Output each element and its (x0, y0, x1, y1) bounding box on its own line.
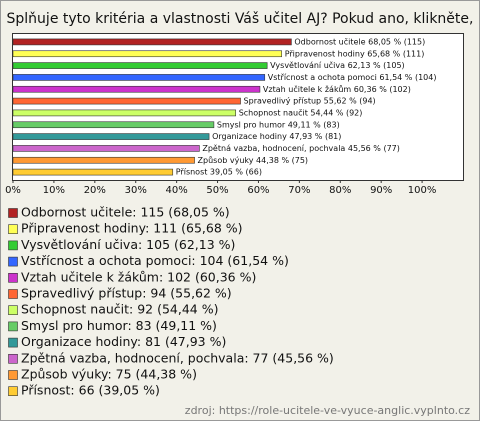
plot-area (12, 33, 464, 181)
bar-label: Zpětná vazba, hodnocení, pochvala 45,56 … (202, 144, 400, 153)
bar (12, 74, 266, 81)
x-tick-label: 80% (329, 185, 351, 196)
legend-label: Vstřícnost a ochota pomoci: 104 (61,54 %… (21, 253, 289, 268)
bar (12, 156, 195, 164)
legend-label: Organizace hodiny: 81 (47,93 %) (21, 334, 226, 349)
legend-label: Schopnost naučit: 92 (54,44 %) (21, 302, 218, 317)
x-tick-label: 100% (408, 185, 437, 196)
bar-label: Schopnost naučit 54,44 % (92) (239, 107, 363, 117)
x-tick-label: 60% (247, 185, 269, 196)
legend-swatch (8, 272, 18, 283)
legend-swatch (8, 305, 18, 316)
legend-swatch (8, 353, 18, 364)
bar (12, 145, 200, 152)
bar-label: Přísnost 39,05 % (66) (176, 168, 262, 177)
bar (12, 97, 241, 105)
legend-swatch (8, 256, 18, 267)
bar-label: Připravenost hodiny 65,68 % (111) (285, 49, 425, 58)
legend-swatch (8, 321, 18, 332)
chart-title: Splňuje tyto kritéria a vlastnosti Váš u… (7, 11, 474, 27)
bar (12, 133, 210, 140)
legend-label: Zpětná vazba, hodnocení, pochvala: 77 (4… (21, 350, 334, 365)
bar-label: Vysvětlování učiva 62,13 % (105) (270, 60, 405, 70)
legend-label: Připravenost hodiny: 111 (65,68 %) (21, 221, 243, 236)
bar (12, 85, 261, 93)
legend-swatch (8, 370, 18, 380)
x-tick-label: 90% (370, 185, 392, 196)
legend-label: Přísnost: 66 (39,05 %) (21, 383, 160, 398)
bar (12, 168, 174, 176)
legend-label: Způsob výuky: 75 (44,38 %) (21, 367, 197, 382)
legend-label: Spravedlivý přístup: 94 (55,62 %) (21, 286, 232, 301)
legend-label: Smysl pro humor: 83 (49,11 %) (21, 318, 217, 333)
bar-label: Vztah učitele k žákům 60,36 % (102) (263, 84, 411, 94)
legend-label: Odbornost učitele: 115 (68,05 %) (21, 205, 230, 220)
legend-label: Vysvětlování učiva: 105 (62,13 %) (21, 237, 235, 252)
bar (12, 109, 237, 117)
bar-label: Smysl pro humor 49,11 % (83) (217, 120, 340, 129)
x-tick-label: 50% (206, 185, 228, 196)
legend-label: Vztah učitele k žákům: 102 (60,36 %) (21, 269, 256, 284)
legend-swatch (8, 289, 18, 299)
bar (12, 121, 215, 129)
legend-swatch (8, 240, 18, 251)
legend-swatch (8, 337, 18, 348)
bar-label: Odbornost učitele 68,05 % (115) (294, 36, 425, 46)
legend-swatch (8, 208, 18, 218)
x-tick-label: 30% (125, 185, 147, 196)
bar-label: Organizace hodiny 47,93 % (81) (212, 132, 341, 141)
bar (12, 62, 268, 69)
x-tick-label: 20% (84, 185, 106, 196)
bar-label: Vstřícnost a ochota pomoci 61,54 % (104) (268, 73, 437, 82)
bar (12, 38, 292, 46)
bar (12, 50, 282, 58)
x-tick-label: 10% (43, 185, 65, 196)
x-tick-label: 70% (288, 185, 310, 196)
source: zdroj: https://role-ucitele-ve-vyuce-ang… (185, 404, 470, 417)
x-tick-label: 40% (166, 185, 188, 196)
legend-swatch (8, 224, 18, 234)
bar-label: Spravedlivý přístup 55,62 % (94) (244, 97, 376, 106)
legend-swatch (8, 386, 18, 397)
x-tick-label: 0% (5, 185, 21, 196)
bar-label: Způsob výuky 44,38 % (75) (198, 155, 309, 165)
